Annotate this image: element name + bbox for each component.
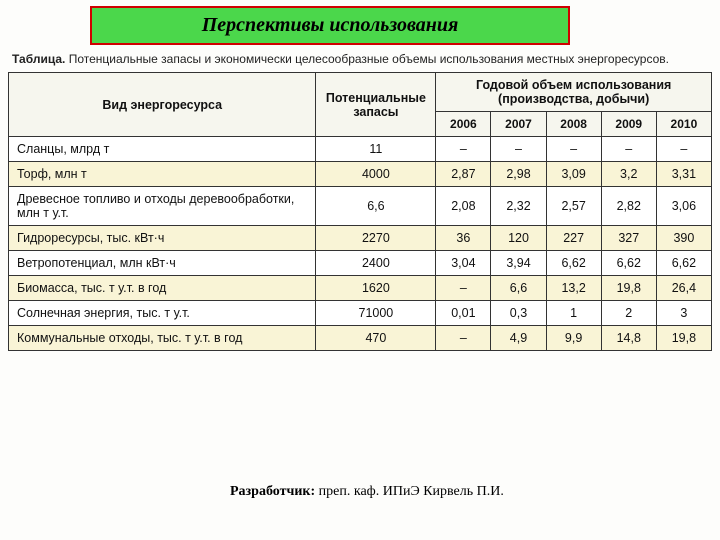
potential-cell: 470	[316, 326, 436, 351]
value-cell: 2,57	[546, 187, 601, 226]
value-cell: 2,32	[491, 187, 546, 226]
value-cell: 3,31	[656, 162, 711, 187]
value-cell: 3	[656, 301, 711, 326]
table-row: Коммунальные отходы, тыс. т у.т. в год47…	[9, 326, 712, 351]
value-cell: 9,9	[546, 326, 601, 351]
value-cell: 2,08	[436, 187, 491, 226]
value-cell: 327	[601, 226, 656, 251]
table-caption: Таблица. Потенциальные запасы и экономич…	[12, 52, 712, 66]
potential-cell: 2400	[316, 251, 436, 276]
value-cell: –	[601, 137, 656, 162]
value-cell: 3,94	[491, 251, 546, 276]
potential-cell: 11	[316, 137, 436, 162]
title-banner: Перспективы использования	[90, 6, 570, 45]
value-cell: 6,62	[656, 251, 711, 276]
col-header-year: 2010	[656, 112, 711, 137]
value-cell: 6,62	[546, 251, 601, 276]
energy-table: Вид энергоресурса Потенциальные запасы Г…	[8, 72, 712, 351]
value-cell: 19,8	[601, 276, 656, 301]
col-header-potential: Потенциальные запасы	[316, 73, 436, 137]
col-header-year: 2006	[436, 112, 491, 137]
content-area: Таблица. Потенциальные запасы и экономич…	[8, 48, 712, 351]
footer-value: преп. каф. ИПиЭ Кирвель П.И.	[315, 484, 504, 499]
value-cell: 0,3	[491, 301, 546, 326]
col-header-resource: Вид энергоресурса	[9, 73, 316, 137]
value-cell: 14,8	[601, 326, 656, 351]
table-row: Биомасса, тыс. т у.т. в год1620–6,613,21…	[9, 276, 712, 301]
resource-name-cell: Ветропотенциал, млн кВт·ч	[9, 251, 316, 276]
footer-label: Разработчик:	[230, 484, 315, 499]
value-cell: –	[491, 137, 546, 162]
resource-name-cell: Древесное топливо и отходы деревообработ…	[9, 187, 316, 226]
resource-name-cell: Гидроресурсы, тыс. кВт·ч	[9, 226, 316, 251]
value-cell: 2	[601, 301, 656, 326]
table-header-row-1: Вид энергоресурса Потенциальные запасы Г…	[9, 73, 712, 112]
value-cell: 390	[656, 226, 711, 251]
table-row: Сланцы, млрд т11–––––	[9, 137, 712, 162]
value-cell: 227	[546, 226, 601, 251]
table-row: Торф, млн т40002,872,983,093,23,31	[9, 162, 712, 187]
resource-name-cell: Торф, млн т	[9, 162, 316, 187]
value-cell: 6,6	[491, 276, 546, 301]
col-header-usage-span: Годовой объем использования (производств…	[436, 73, 712, 112]
potential-cell: 1620	[316, 276, 436, 301]
table-row: Древесное топливо и отходы деревообработ…	[9, 187, 712, 226]
value-cell: 2,98	[491, 162, 546, 187]
value-cell: –	[546, 137, 601, 162]
value-cell: 6,62	[601, 251, 656, 276]
resource-name-cell: Солнечная энергия, тыс. т у.т.	[9, 301, 316, 326]
value-cell: 13,2	[546, 276, 601, 301]
col-header-year: 2007	[491, 112, 546, 137]
col-header-year: 2009	[601, 112, 656, 137]
value-cell: 3,2	[601, 162, 656, 187]
value-cell: –	[436, 276, 491, 301]
table-row: Солнечная энергия, тыс. т у.т.710000,010…	[9, 301, 712, 326]
value-cell: 3,06	[656, 187, 711, 226]
col-header-year: 2008	[546, 112, 601, 137]
resource-name-cell: Коммунальные отходы, тыс. т у.т. в год	[9, 326, 316, 351]
potential-cell: 6,6	[316, 187, 436, 226]
value-cell: –	[436, 137, 491, 162]
value-cell: –	[436, 326, 491, 351]
value-cell: 2,87	[436, 162, 491, 187]
potential-cell: 2270	[316, 226, 436, 251]
value-cell: 3,09	[546, 162, 601, 187]
value-cell: 3,04	[436, 251, 491, 276]
value-cell: 4,9	[491, 326, 546, 351]
resource-name-cell: Сланцы, млрд т	[9, 137, 316, 162]
value-cell: 0,01	[436, 301, 491, 326]
resource-name-cell: Биомасса, тыс. т у.т. в год	[9, 276, 316, 301]
value-cell: 120	[491, 226, 546, 251]
value-cell: 1	[546, 301, 601, 326]
value-cell: –	[656, 137, 711, 162]
caption-bold: Таблица.	[12, 52, 65, 66]
table-row: Гидроресурсы, тыс. кВт·ч2270361202273273…	[9, 226, 712, 251]
value-cell: 19,8	[656, 326, 711, 351]
caption-text: Потенциальные запасы и экономически целе…	[65, 52, 669, 66]
table-row: Ветропотенциал, млн кВт·ч24003,043,946,6…	[9, 251, 712, 276]
footer-credit: Разработчик: преп. каф. ИПиЭ Кирвель П.И…	[230, 484, 504, 500]
value-cell: 36	[436, 226, 491, 251]
potential-cell: 4000	[316, 162, 436, 187]
value-cell: 26,4	[656, 276, 711, 301]
potential-cell: 71000	[316, 301, 436, 326]
value-cell: 2,82	[601, 187, 656, 226]
